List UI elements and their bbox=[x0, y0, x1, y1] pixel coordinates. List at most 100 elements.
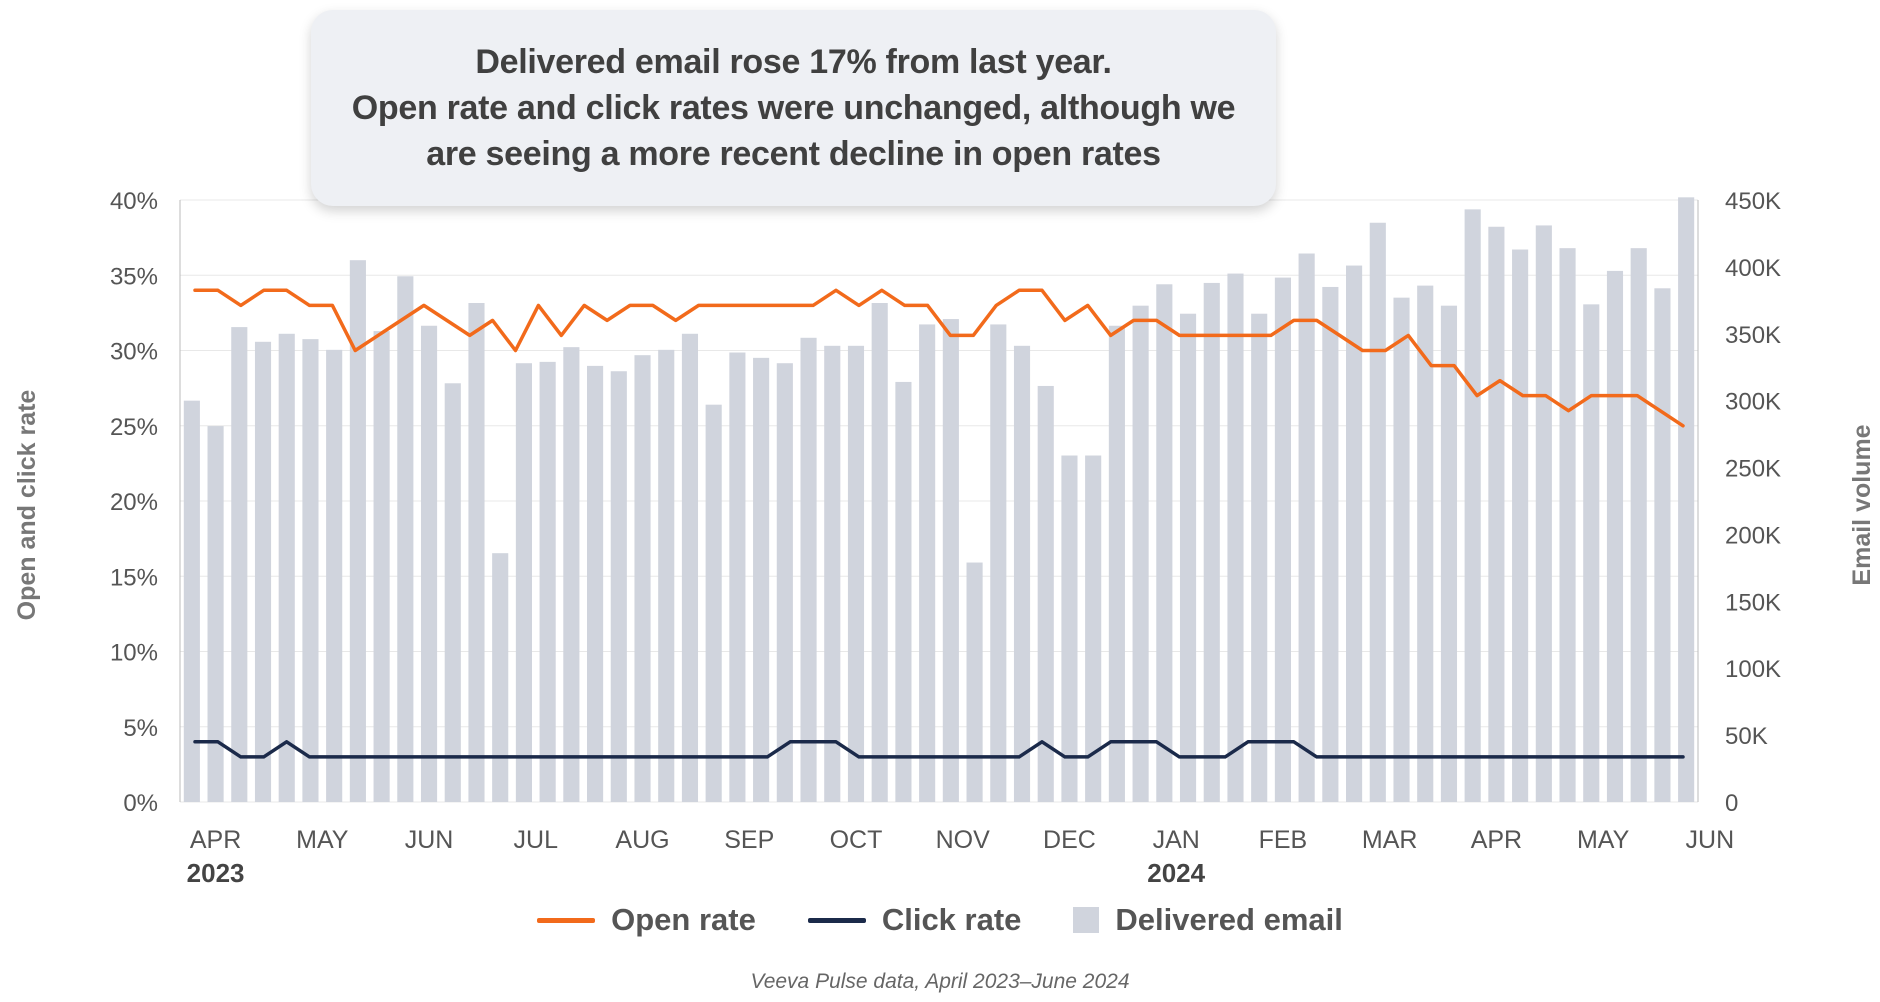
right-tick-label: 100K bbox=[1725, 656, 1781, 683]
bar-delivered-email bbox=[1393, 297, 1410, 802]
bar-delivered-email bbox=[1512, 249, 1529, 802]
x-tick-label: MAR bbox=[1362, 826, 1418, 854]
bar-delivered-email bbox=[420, 325, 438, 802]
bar-delivered-email bbox=[1488, 226, 1505, 802]
right-tick-label: 200K bbox=[1725, 522, 1781, 549]
bar-delivered-email bbox=[1654, 288, 1671, 802]
bar-delivered-email bbox=[1251, 313, 1268, 802]
left-tick-label: 35% bbox=[110, 263, 158, 290]
x-tick-label: OCT bbox=[830, 826, 883, 854]
bar-delivered-email bbox=[1369, 222, 1386, 803]
bar-delivered-email bbox=[634, 355, 651, 802]
bar-delivered-email bbox=[207, 426, 224, 802]
bar-delivered-email bbox=[1061, 455, 1078, 802]
bar-delivered-email bbox=[990, 324, 1007, 802]
bar-delivered-email bbox=[1583, 304, 1600, 802]
bar-delivered-email bbox=[658, 349, 675, 802]
left-tick-label: 5% bbox=[123, 715, 158, 742]
left-tick-label: 25% bbox=[110, 414, 158, 441]
x-tick-label: MAY bbox=[296, 826, 349, 854]
x-tick-label: AUG bbox=[615, 826, 669, 854]
legend-item-open-rate: Open rate bbox=[537, 902, 756, 938]
source-note: Veeva Pulse data, April 2023–June 2024 bbox=[750, 970, 1130, 993]
bar-delivered-email bbox=[681, 333, 699, 802]
series-line-open-rate bbox=[193, 288, 1685, 428]
right-tick-label: 0 bbox=[1725, 790, 1738, 817]
right-tick-label: 450K bbox=[1725, 188, 1781, 215]
bar-delivered-email bbox=[563, 347, 580, 802]
x-tick-label: FEB bbox=[1259, 826, 1308, 854]
right-tick-label: 350K bbox=[1725, 322, 1781, 349]
x-year-label: 2024 bbox=[1147, 858, 1205, 888]
bar-delivered-email bbox=[397, 276, 414, 803]
bar-delivered-email bbox=[1179, 313, 1197, 802]
callout-line-3: are seeing a more recent decline in open… bbox=[426, 135, 1161, 173]
bar-delivered-email bbox=[1132, 305, 1149, 802]
bar-delivered-email bbox=[278, 333, 295, 802]
right-tick-label: 150K bbox=[1725, 589, 1781, 616]
bar-delivered-email bbox=[942, 319, 959, 802]
x-tick-label: JUL bbox=[514, 826, 559, 854]
left-axis-title: Open and click rate bbox=[13, 390, 41, 621]
bar-delivered-email bbox=[539, 361, 556, 802]
callout-line-1: Delivered email rose 17% from last year. bbox=[475, 43, 1112, 81]
legend-item-click-rate: Click rate bbox=[807, 902, 1022, 938]
x-tick-label: JUN bbox=[1686, 826, 1735, 854]
bar-delivered-email bbox=[373, 331, 390, 802]
bar-delivered-email bbox=[587, 365, 604, 802]
bar-delivered-email bbox=[1535, 225, 1552, 802]
bar-delivered-email bbox=[1156, 284, 1173, 802]
left-tick-label: 20% bbox=[110, 489, 158, 516]
bar-delivered-email bbox=[847, 345, 865, 802]
bar-delivered-email bbox=[183, 400, 200, 802]
bar-delivered-email bbox=[871, 303, 888, 802]
bar-delivered-email bbox=[1606, 270, 1624, 802]
bar-delivered-email bbox=[1227, 273, 1244, 803]
x-tick-label: SEP bbox=[724, 826, 774, 854]
left-tick-label: 0% bbox=[123, 790, 158, 817]
series-line-click-rate bbox=[193, 740, 1685, 759]
x-tick-label: APR bbox=[190, 826, 241, 854]
bar-delivered-email bbox=[824, 345, 841, 802]
legend-swatch-open-rate bbox=[537, 917, 596, 923]
bar-delivered-email bbox=[1013, 345, 1031, 802]
bar-delivered-email bbox=[895, 381, 912, 802]
title-callout: Delivered email rose 17% from last year.… bbox=[311, 10, 1276, 206]
bar-delivered-email bbox=[1274, 277, 1291, 802]
right-tick-label: 400K bbox=[1725, 255, 1781, 282]
bar-delivered-email bbox=[302, 339, 319, 802]
left-tick-label: 30% bbox=[110, 339, 158, 366]
bar-delivered-email bbox=[1678, 197, 1695, 802]
x-year-label: 2023 bbox=[187, 858, 245, 888]
right-tick-label: 300K bbox=[1725, 389, 1781, 416]
x-tick-label: APR bbox=[1471, 826, 1522, 854]
bar-delivered-email bbox=[753, 357, 770, 802]
bar-delivered-email bbox=[1630, 248, 1647, 802]
bar-delivered-email bbox=[800, 337, 817, 802]
bar-delivered-email bbox=[1298, 253, 1315, 802]
legend-label-click-rate: Click rate bbox=[881, 902, 1022, 937]
bar-delivered-email bbox=[326, 349, 343, 802]
legend-swatch-delivered-email bbox=[1073, 907, 1100, 933]
bar-delivered-email bbox=[1346, 265, 1363, 802]
left-tick-label: 15% bbox=[110, 564, 158, 591]
bar-delivered-email bbox=[966, 562, 983, 802]
bar-delivered-email bbox=[231, 327, 248, 802]
bar-delivered-email bbox=[1440, 305, 1458, 802]
legend-label-open-rate: Open rate bbox=[611, 902, 756, 937]
bar-delivered-email bbox=[919, 324, 936, 802]
right-axis-title: Email volume bbox=[1848, 424, 1876, 585]
x-tick-label: JUN bbox=[405, 826, 454, 854]
legend-label-delivered-email: Delivered email bbox=[1115, 902, 1343, 937]
left-tick-label: 10% bbox=[110, 640, 158, 667]
bar-delivered-email bbox=[492, 553, 509, 802]
bar-delivered-email bbox=[705, 404, 722, 802]
bar-delivered-email bbox=[1108, 325, 1125, 802]
bar-delivered-email bbox=[444, 383, 461, 802]
bar-delivered-email bbox=[1203, 282, 1220, 802]
bar-delivered-email bbox=[349, 260, 366, 802]
bar-delivered-email bbox=[1464, 209, 1481, 802]
legend-item-delivered-email: Delivered email bbox=[1073, 902, 1343, 938]
bar-delivered-email bbox=[1085, 455, 1102, 802]
bar-delivered-email bbox=[776, 363, 793, 802]
